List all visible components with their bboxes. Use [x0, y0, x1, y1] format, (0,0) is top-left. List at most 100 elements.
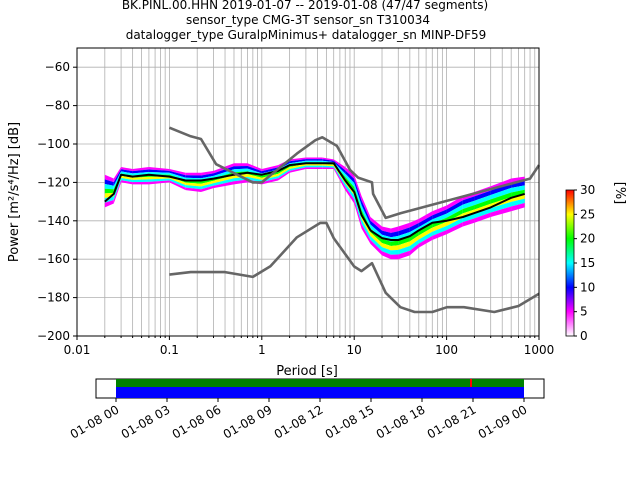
density-cell — [409, 222, 419, 233]
density-cell — [398, 241, 410, 250]
timeline-psd-bar — [116, 379, 524, 387]
density-cell — [278, 167, 290, 177]
density-cell — [132, 169, 149, 174]
density-cell — [121, 178, 133, 183]
density-cell — [511, 202, 525, 212]
density-cell — [511, 198, 525, 207]
density-cell — [409, 235, 419, 247]
density-cell — [233, 168, 248, 173]
density-cell — [305, 160, 323, 163]
density-cell — [382, 251, 391, 260]
density-cell — [213, 178, 234, 186]
density-cell — [201, 180, 214, 187]
density-cell — [490, 201, 512, 213]
density-cell — [233, 165, 248, 170]
density-cell — [148, 167, 170, 171]
density-cell — [398, 227, 410, 236]
x-axis-label: Period [s] — [276, 364, 338, 379]
density-cell — [398, 222, 410, 232]
density-cell — [201, 183, 214, 190]
density-cell — [148, 178, 170, 182]
series-line-mean — [104, 162, 525, 241]
density-cell — [446, 217, 463, 231]
density-cell — [104, 184, 114, 190]
density-cell — [354, 195, 362, 224]
density-cell — [201, 170, 214, 176]
colorbar-tick-label: 10 — [580, 280, 595, 294]
density-cell — [345, 170, 355, 183]
density-cell — [278, 170, 290, 181]
density-cell — [398, 250, 410, 260]
density-cell — [185, 187, 202, 192]
density-cell — [289, 165, 306, 171]
density-cell — [361, 219, 371, 240]
density-cell — [354, 178, 362, 206]
density-cell — [247, 163, 262, 172]
density-cell — [289, 164, 306, 169]
density-cell — [305, 167, 323, 169]
density-cell — [432, 209, 447, 220]
density-cell — [345, 173, 355, 188]
density-cell — [185, 175, 202, 179]
density-cell — [322, 159, 334, 163]
density-cell — [462, 213, 475, 223]
density-cell — [201, 185, 214, 192]
density-cell — [113, 167, 122, 183]
density-cell — [432, 221, 447, 232]
density-cell — [462, 200, 475, 210]
density-cell — [121, 175, 133, 180]
y-tick-label: −80 — [45, 99, 70, 113]
density-cell — [370, 240, 383, 256]
density-cell — [169, 180, 186, 191]
density-cell — [409, 239, 419, 251]
density-cell — [278, 168, 290, 179]
density-cell — [382, 230, 391, 238]
density-cell — [446, 209, 463, 222]
density-cell — [361, 205, 371, 229]
density-cell — [322, 165, 334, 168]
density-cell — [305, 164, 323, 166]
density-cell — [390, 226, 399, 233]
chart-title: BK.PINL.00.HHN 2019-01-07 -- 2019-01-08 … — [122, 0, 488, 42]
y-tick-label: −140 — [37, 214, 70, 228]
density-cell — [490, 192, 512, 204]
density-cell — [289, 159, 306, 164]
density-cell — [490, 187, 512, 200]
density-band — [104, 157, 525, 260]
density-cell — [382, 226, 391, 233]
colorbar-tick-label: 25 — [580, 207, 595, 221]
y-tick-label: −100 — [37, 137, 70, 151]
density-cell — [474, 199, 491, 210]
x-tick-label: 1000 — [524, 343, 555, 357]
density-cell — [185, 182, 202, 187]
density-cell — [354, 174, 362, 201]
density-cell — [370, 220, 383, 235]
density-cell — [474, 195, 491, 206]
density-cell — [390, 240, 399, 247]
density-cell — [370, 216, 383, 231]
density-cell — [370, 232, 383, 248]
density-cell — [104, 179, 114, 186]
density-cell — [169, 170, 186, 178]
colorbar-tick-label: 15 — [580, 256, 595, 270]
density-cell — [511, 185, 525, 193]
title-line-3: datalogger_type GuralpMinimus+ datalogge… — [126, 28, 487, 42]
density-cell — [370, 236, 383, 252]
density-cell — [354, 199, 362, 229]
density-cell — [113, 169, 122, 186]
density-cell — [104, 196, 114, 203]
density-cell — [390, 249, 399, 255]
x-tick-label: 0.01 — [64, 343, 91, 357]
plot-frame — [76, 47, 540, 337]
density-cell — [490, 206, 512, 217]
density-cell — [185, 185, 202, 190]
colorbar-tick-label: 0 — [580, 329, 588, 343]
density-cell — [322, 167, 334, 169]
y-axis-ticks: −200 −180 −160 −140 −120 −100 −80 −60 — [37, 60, 77, 343]
density-cell — [305, 159, 323, 161]
density-cell — [390, 245, 399, 251]
density-cell — [185, 172, 202, 176]
colorbar-tick-label: 30 — [580, 183, 595, 197]
density-cell — [398, 236, 410, 246]
